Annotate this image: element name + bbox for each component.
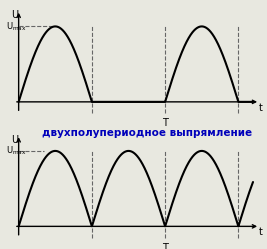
Text: U$_{\mathregular{max}}$: U$_{\mathregular{max}}$ bbox=[6, 20, 27, 33]
Text: U: U bbox=[11, 135, 19, 145]
Text: t: t bbox=[259, 103, 263, 113]
Text: T: T bbox=[162, 243, 168, 249]
Text: U$_{\mathregular{max}}$: U$_{\mathregular{max}}$ bbox=[6, 145, 27, 157]
Text: U: U bbox=[11, 10, 19, 20]
Text: двухполупериодное выпрямление: двухполупериодное выпрямление bbox=[42, 128, 252, 138]
Text: T: T bbox=[162, 119, 168, 128]
Text: t: t bbox=[259, 227, 263, 237]
